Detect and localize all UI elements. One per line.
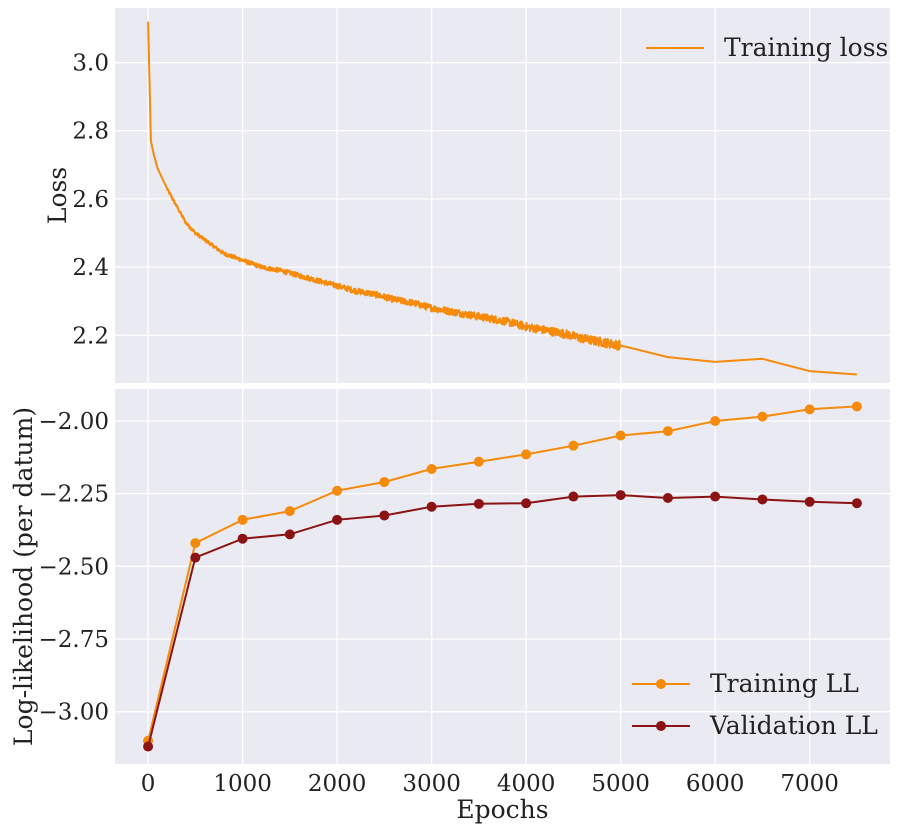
training-ll-point (757, 411, 768, 422)
y-tick-label: −3.00 (39, 700, 109, 726)
training-ll-point (710, 415, 721, 426)
log-likelihood-panel: −3.00 −2.75 −2.50 −2.25 −2.00 0 1000 2000 3000 40… (9, 389, 890, 824)
training-ll-line (147, 405, 857, 741)
training-ll-point (284, 506, 295, 517)
validation-ll-point (379, 510, 390, 521)
legend-label: Training LL (710, 669, 859, 698)
training-ll-point (568, 440, 579, 451)
validation-ll-point (804, 496, 815, 507)
y-tick-label: −2.75 (39, 627, 109, 653)
x-tick-label: 4000 (497, 771, 556, 797)
validation-ll-point (284, 529, 295, 540)
x-tick-label: 6000 (686, 771, 745, 797)
validation-ll-point (662, 493, 673, 504)
y-tick-label: 2.6 (72, 187, 109, 213)
validation-ll-point (426, 501, 437, 512)
x-tick-label: 3000 (402, 771, 461, 797)
training-ll-point (851, 401, 862, 412)
validation-ll-point (190, 552, 201, 563)
training-ll-point (615, 430, 626, 441)
legend-marker (656, 679, 666, 689)
validation-ll-point (615, 490, 626, 501)
validation-ll-point (143, 741, 154, 752)
validation-ll-line (147, 494, 857, 747)
validation-ll-point (473, 498, 484, 509)
training-ll-point (379, 477, 390, 488)
validation-ll-point (757, 494, 768, 505)
training-ll-point (804, 404, 815, 415)
validation-ll-point (521, 498, 532, 509)
loss-panel: 2.2 2.4 2.6 2.8 3.0 Loss Training loss (43, 8, 890, 383)
x-tick-label: 1000 (213, 771, 272, 797)
y-axis-label: Loss (43, 167, 72, 224)
validation-ll-point (237, 533, 248, 544)
plot-background (115, 389, 890, 764)
validation-ll-point (332, 514, 343, 525)
training-ll-point (332, 485, 343, 496)
legend-label: Validation LL (709, 711, 878, 740)
y-tick-label: 2.2 (72, 323, 109, 349)
x-tick-label: 7000 (780, 771, 839, 797)
training-ll-point (662, 426, 673, 437)
training-ll-point (426, 463, 437, 474)
plot-background (115, 8, 890, 383)
y-tick-label: −2.50 (39, 554, 109, 580)
validation-ll-point (568, 491, 579, 502)
x-tick-label: 0 (141, 771, 156, 797)
training-loss-line (147, 21, 857, 376)
y-tick-label: −2.00 (39, 409, 109, 435)
y-tick-label: 2.8 (72, 119, 109, 145)
y-tick-label: 2.4 (72, 255, 109, 281)
validation-ll-point (710, 491, 721, 502)
y-tick-label: −2.25 (39, 482, 109, 508)
y-tick-label: 3.0 (72, 51, 109, 77)
training-ll-point (190, 538, 201, 549)
x-tick-label: 2000 (308, 771, 367, 797)
y-axis-label: Log-likelihood (per datum) (9, 407, 38, 746)
legend-label: Training loss (724, 33, 888, 62)
training-ll-point (473, 456, 484, 467)
training-ll-point (521, 449, 532, 460)
validation-ll-point (851, 498, 862, 509)
legend-marker (656, 721, 666, 731)
x-tick-label: 5000 (591, 771, 650, 797)
x-axis-label: Epochs (456, 795, 548, 824)
training-ll-point (237, 514, 248, 525)
